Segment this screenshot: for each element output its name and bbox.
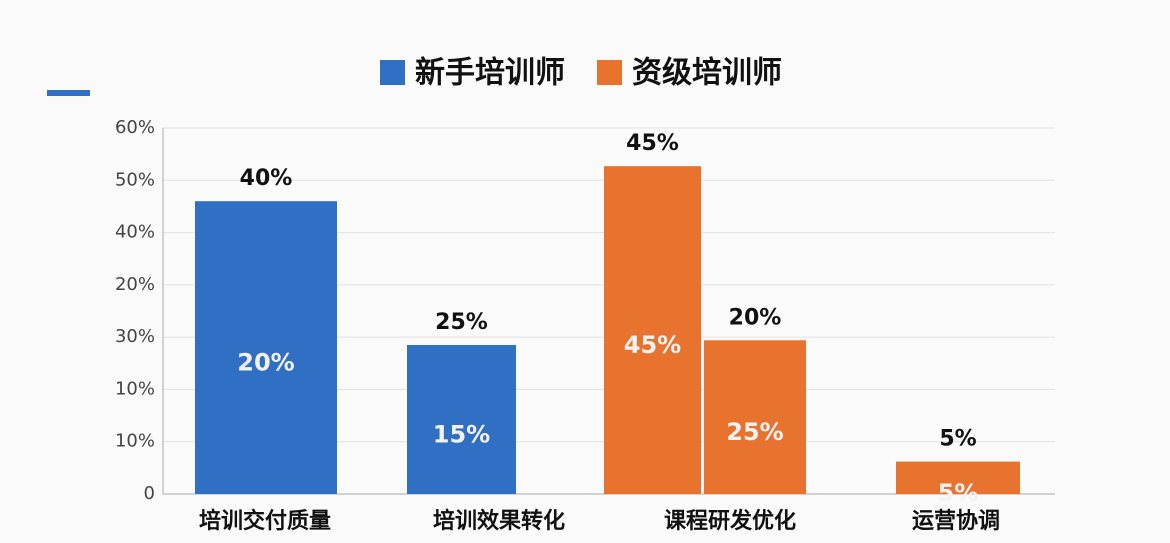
data-label: 25%	[726, 418, 783, 446]
x-tick-label: 运营协调	[912, 509, 1000, 534]
bar	[195, 201, 337, 494]
bar	[896, 461, 1020, 494]
legend-swatch	[380, 60, 405, 85]
data-label: 45%	[624, 331, 681, 359]
x-tick-label: 培训效果转化	[433, 508, 565, 534]
bar	[604, 166, 701, 494]
x-tick-label: 培训交付质量	[199, 508, 331, 534]
y-tick-label: 10%	[115, 431, 155, 452]
data-label: 5%	[938, 479, 979, 507]
y-tick-label: 50%	[115, 169, 155, 190]
data-label: 40%	[240, 166, 293, 191]
y-tick-label: 40%	[115, 222, 155, 243]
x-tick-label: 课程研发优化	[664, 508, 796, 534]
legend-swatch	[597, 60, 622, 85]
y-tick-label: 10%	[115, 378, 155, 399]
data-label: 20%	[237, 349, 294, 377]
legend-label: 资级培训师	[632, 56, 782, 91]
data-label: 25%	[435, 310, 488, 335]
bar	[704, 340, 806, 494]
y-tick-label: 60%	[115, 117, 155, 138]
data-label: 45%	[626, 131, 679, 156]
data-label: 20%	[729, 305, 782, 330]
data-label: 5%	[939, 427, 976, 452]
y-tick-label: 0	[144, 483, 155, 504]
decoration	[47, 90, 90, 96]
data-label: 15%	[433, 420, 490, 448]
legend-label: 新手培训师	[415, 56, 565, 91]
y-tick-label: 20%	[115, 274, 155, 295]
bar	[407, 344, 516, 494]
y-tick-label: 30%	[115, 326, 155, 347]
